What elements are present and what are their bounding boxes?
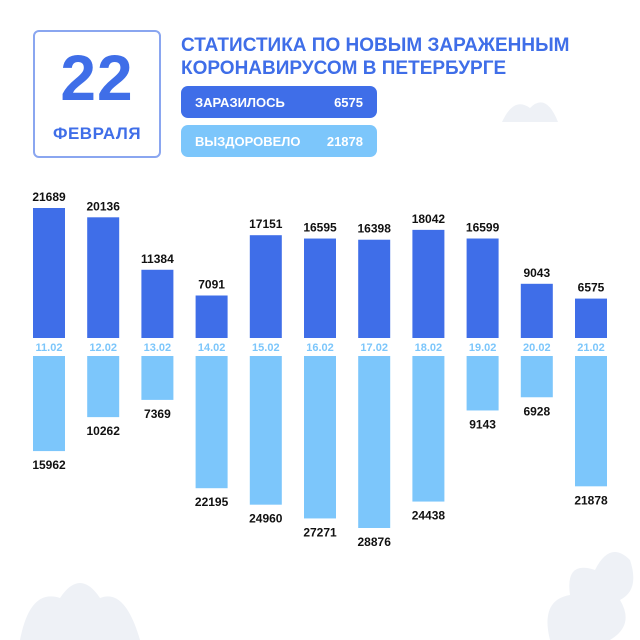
value-label-infected-20.02: 9043 xyxy=(523,266,550,280)
value-label-recovered-20.02: 6928 xyxy=(523,404,550,418)
value-label-recovered-21.02: 21878 xyxy=(574,493,608,507)
legend-recovered-label: ВЫЗДОРОВЕЛО xyxy=(195,133,301,149)
value-label-recovered-18.02: 24438 xyxy=(412,509,446,523)
bar-recovered-16.02 xyxy=(304,356,336,519)
bar-recovered-15.02 xyxy=(249,356,282,505)
category-label-13.02: 13.02 xyxy=(144,342,172,354)
bar-infected-11.02 xyxy=(33,208,65,338)
category-label-21.02: 21.02 xyxy=(577,342,605,354)
value-label-recovered-14.02: 22195 xyxy=(195,495,229,509)
legend-infected-value: 6575 xyxy=(334,94,363,110)
value-label-recovered-15.02: 24960 xyxy=(249,512,283,526)
bar-infected-20.02 xyxy=(520,283,553,338)
bar-infected-16.02 xyxy=(304,238,336,338)
date-box: 22 ФЕВРАЛЯ xyxy=(33,30,161,158)
category-label-16.02: 16.02 xyxy=(306,342,334,354)
category-label-12.02: 12.02 xyxy=(89,342,117,354)
title-line-2: КОРОНАВИРУСОМ В ПЕТЕРБУРГЕ xyxy=(181,58,507,79)
bar-infected-15.02 xyxy=(249,235,282,338)
category-label-18.02: 18.02 xyxy=(415,342,443,354)
value-label-infected-18.02: 18042 xyxy=(412,212,446,226)
value-label-infected-17.02: 16398 xyxy=(358,222,392,236)
value-label-infected-15.02: 17151 xyxy=(249,217,283,231)
legend-recovered: ВЫЗДОРОВЕЛО 21878 xyxy=(181,125,377,157)
bar-recovered-12.02 xyxy=(87,356,120,418)
bar-recovered-14.02 xyxy=(195,356,228,489)
category-label-14.02: 14.02 xyxy=(198,342,226,354)
value-label-infected-12.02: 20136 xyxy=(87,199,121,213)
value-label-infected-19.02: 16599 xyxy=(466,221,500,235)
bar-infected-19.02 xyxy=(466,238,499,338)
value-label-infected-11.02: 21689 xyxy=(32,190,66,204)
bar-recovered-20.02 xyxy=(520,356,553,398)
legend-recovered-value: 21878 xyxy=(326,133,363,149)
value-label-recovered-11.02: 15962 xyxy=(32,458,66,472)
category-label-17.02: 17.02 xyxy=(360,342,388,354)
bar-recovered-13.02 xyxy=(141,356,174,400)
date-day: 22 xyxy=(60,42,134,114)
value-label-infected-14.02: 7091 xyxy=(198,277,225,291)
value-label-infected-21.02: 6575 xyxy=(578,281,605,295)
legend-infected-label: ЗАРАЗИЛОСЬ xyxy=(195,94,285,110)
bar-infected-18.02 xyxy=(412,229,445,338)
bar-infected-13.02 xyxy=(141,269,174,338)
bar-recovered-18.02 xyxy=(412,356,445,502)
value-label-recovered-19.02: 9143 xyxy=(469,417,496,431)
value-label-infected-16.02: 16595 xyxy=(303,221,337,235)
leaf-decoration-bottom-right-icon xyxy=(547,552,634,640)
category-label-19.02: 19.02 xyxy=(469,342,497,354)
bar-recovered-17.02 xyxy=(358,356,391,528)
bar-recovered-19.02 xyxy=(466,356,499,411)
leaf-decoration-bottom-left-icon xyxy=(20,583,140,640)
value-label-recovered-16.02: 27271 xyxy=(303,525,337,539)
date-month: ФЕВРАЛЯ xyxy=(52,124,142,143)
bar-infected-12.02 xyxy=(87,217,120,338)
value-label-recovered-12.02: 10262 xyxy=(87,424,121,438)
bar-recovered-21.02 xyxy=(575,356,607,487)
bar-recovered-11.02 xyxy=(33,356,65,452)
leaf-decoration-top-icon xyxy=(502,102,558,122)
value-label-recovered-17.02: 28876 xyxy=(358,535,392,549)
category-label-11.02: 11.02 xyxy=(36,342,63,354)
category-label-15.02: 15.02 xyxy=(252,342,280,354)
category-label-20.02: 20.02 xyxy=(523,342,551,354)
value-label-recovered-13.02: 7369 xyxy=(144,407,171,421)
bar-infected-21.02 xyxy=(575,298,607,338)
bar-infected-17.02 xyxy=(358,239,391,338)
legend-infected: ЗАРАЗИЛОСЬ 6575 xyxy=(181,86,377,118)
bar-infected-14.02 xyxy=(195,295,228,338)
title-line-1: СТАТИСТИКА ПО НОВЫМ ЗАРАЖЕННЫМ xyxy=(181,35,570,56)
page-title: СТАТИСТИКА ПО НОВЫМ ЗАРАЖЕННЫМ КОРОНАВИР… xyxy=(181,34,621,80)
value-label-infected-13.02: 11384 xyxy=(141,252,174,266)
